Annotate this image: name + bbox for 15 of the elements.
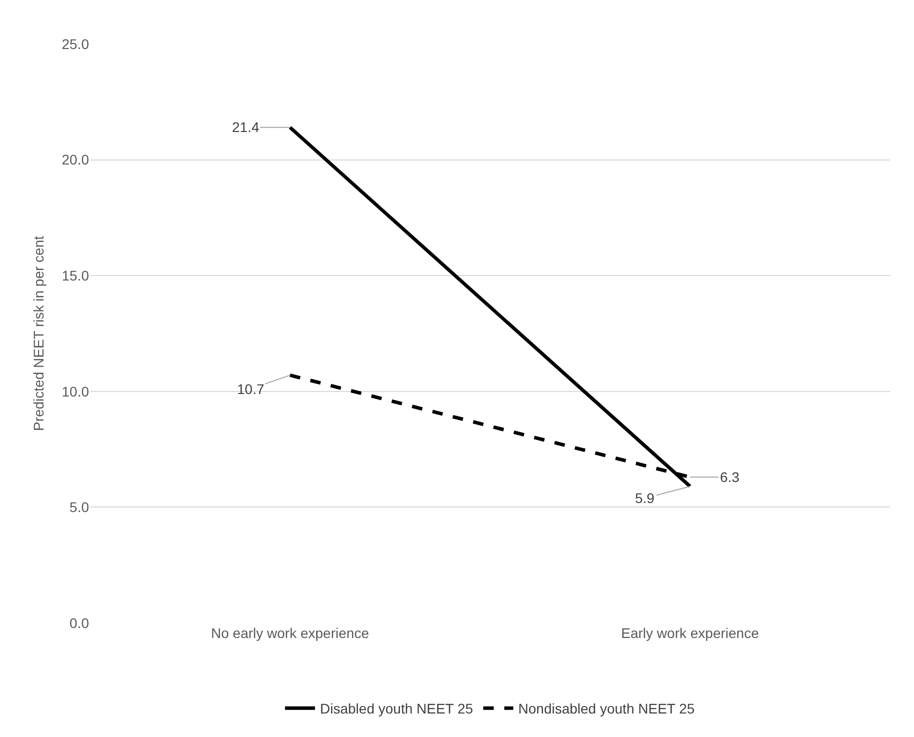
x-tick-label: No early work experience [211, 625, 370, 641]
legend-label: Disabled youth NEET 25 [320, 700, 474, 717]
y-tick-label: 0.0 [70, 614, 90, 631]
data-label: 5.9 [635, 490, 655, 506]
legend-label: Nondisabled youth NEET 25 [518, 700, 695, 717]
y-tick-label: 10.0 [62, 383, 90, 400]
data-label: 6.3 [720, 469, 740, 485]
y-axis-title: Predicted NEET risk in per cent [30, 236, 46, 432]
data-label: 21.4 [232, 119, 260, 135]
y-tick-label: 5.0 [70, 499, 90, 516]
x-tick-label: Early work experience [621, 625, 760, 641]
y-tick-label: 20.0 [62, 152, 90, 168]
y-tick-label: 25.0 [62, 36, 90, 52]
y-tick-label: 15.0 [62, 268, 90, 284]
data-label: 10.7 [237, 381, 264, 397]
